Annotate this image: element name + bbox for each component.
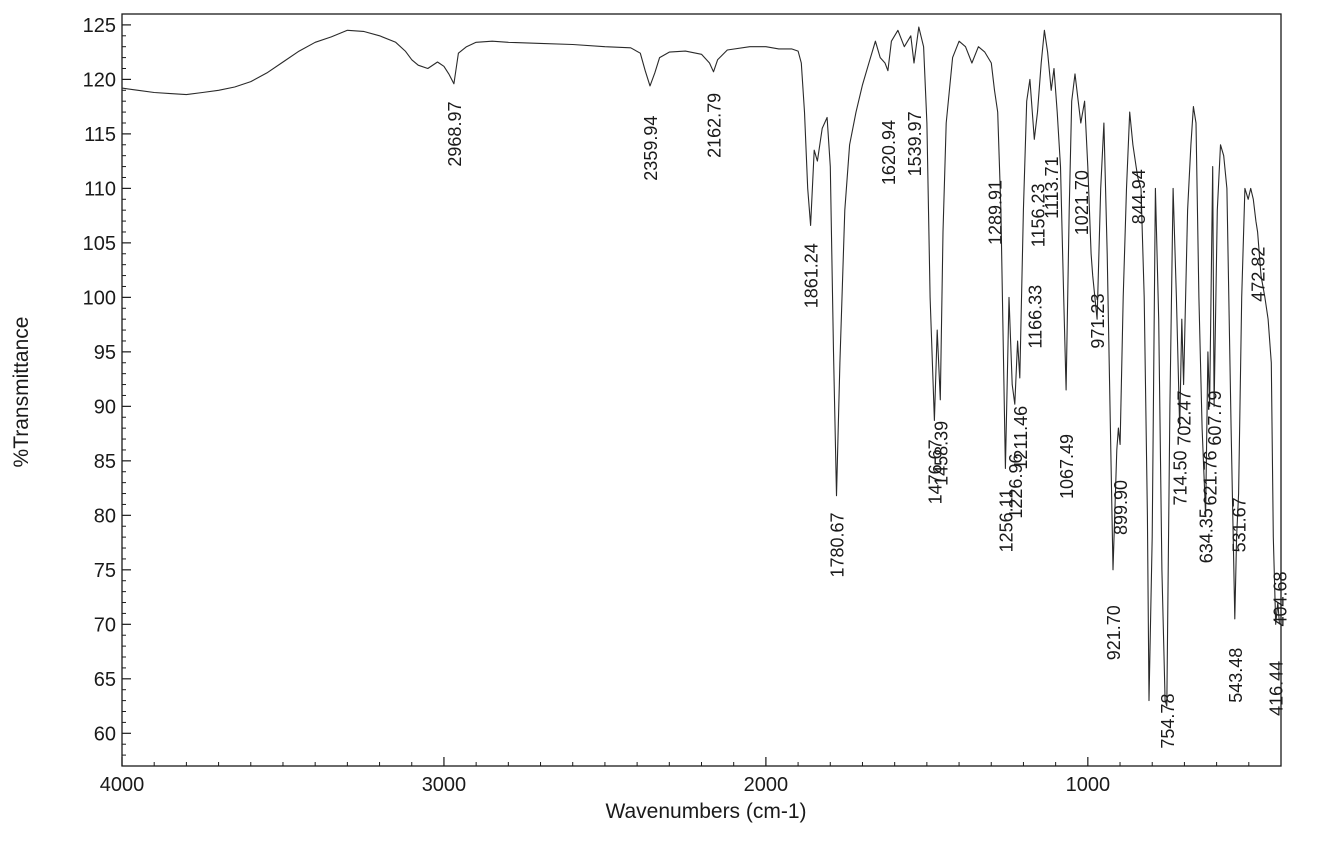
peak-label: 2968.97	[445, 102, 465, 167]
peak-label: 416.44	[1267, 661, 1287, 716]
peak-label: 404.68	[1271, 571, 1291, 626]
y-tick-label: 110	[84, 178, 116, 200]
peak-label: 531.67	[1230, 497, 1250, 552]
peak-label: 1067.49	[1057, 434, 1077, 499]
y-tick-label: 105	[83, 233, 116, 255]
y-tick-label: 65	[94, 669, 116, 691]
peak-label: 1476.67	[925, 439, 945, 504]
y-tick-label: 125	[83, 15, 116, 37]
peak-label: 2359.94	[641, 116, 661, 181]
peak-label: 1211.46	[1011, 406, 1031, 470]
peak-label: 971.23	[1088, 294, 1108, 349]
peak-label: 543.48	[1226, 648, 1246, 703]
x-tick-label: 2000	[744, 774, 789, 796]
peak-label: 1458.39	[931, 421, 951, 486]
peak-label: 1156.23	[1029, 183, 1049, 247]
peak-label: 899.90	[1111, 480, 1131, 535]
y-tick-label: 120	[83, 69, 116, 91]
peak-label: 921.70	[1104, 605, 1124, 660]
peak-label: 1256.11	[996, 489, 1016, 553]
y-tick-label: 70	[94, 614, 116, 636]
peak-label: 1780.67	[828, 512, 848, 577]
y-tick-label: 60	[94, 723, 116, 745]
spectrum-line	[121, 26, 1281, 707]
x-axis-title: Wavenumbers (cm-1)	[605, 800, 806, 823]
peak-label: 1620.94	[879, 120, 899, 185]
peak-label: 1166.33	[1025, 285, 1045, 349]
peak-label: 1226.96	[1006, 454, 1026, 519]
peak-label: 634.35	[1197, 508, 1217, 563]
peak-label: 2162.79	[705, 93, 725, 158]
y-axis: 60 65 70 75 80 85 90 95 100 105 110 115 120 125	[83, 13, 131, 756]
y-tick-label: 95	[94, 342, 116, 364]
peak-label: 844.94	[1129, 169, 1149, 224]
peak-annotations: 2968.97 2359.94 2162.79 1861.24 1780.67 1620.…	[445, 93, 1291, 749]
peak-label: 1861.24	[802, 243, 822, 308]
x-tick-label: 1000	[1066, 774, 1111, 796]
peak-label: 472.82	[1249, 247, 1269, 302]
y-tick-label: 80	[94, 505, 116, 527]
y-tick-label: 75	[94, 560, 116, 582]
y-tick-label: 90	[94, 396, 116, 418]
x-tick-label: 3000	[422, 774, 467, 796]
peak-label: 1289.91	[986, 180, 1006, 245]
y-axis-title: %Transmittance	[10, 317, 33, 468]
y-tick-label: 115	[84, 124, 116, 146]
peak-label: 1021.70	[1072, 170, 1092, 235]
x-tick-label: 4000	[100, 774, 145, 796]
x-axis: 4000 3000 2000 1000	[100, 757, 1250, 796]
peak-label: 754.78	[1158, 694, 1178, 749]
peak-label: 702.47	[1175, 391, 1195, 446]
peak-label: 621.76	[1201, 450, 1221, 505]
peak-label: 1113.71	[1042, 156, 1062, 218]
series-layer	[121, 26, 1281, 707]
peak-label: 607.79	[1205, 391, 1225, 446]
y-tick-label: 85	[94, 451, 116, 473]
peak-label: 714.50	[1171, 450, 1191, 505]
peak-label: 1539.97	[905, 111, 925, 176]
y-tick-label: 100	[83, 287, 116, 309]
